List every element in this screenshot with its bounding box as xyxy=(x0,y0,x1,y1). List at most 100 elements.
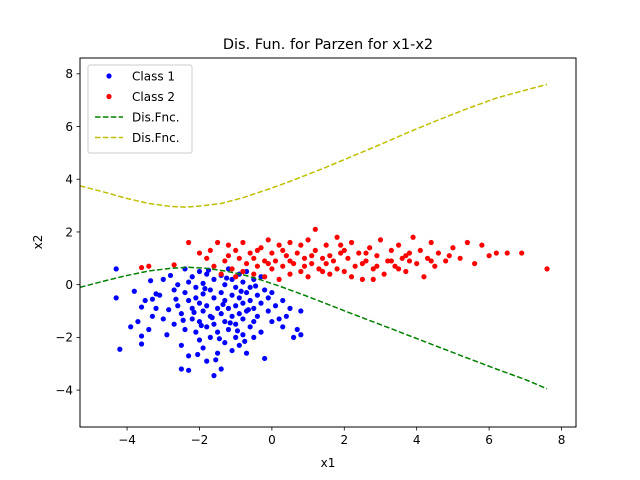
point xyxy=(269,289,275,296)
point xyxy=(222,258,228,264)
point xyxy=(396,266,402,272)
point xyxy=(186,297,192,304)
point xyxy=(191,309,197,315)
point xyxy=(269,250,275,256)
point xyxy=(149,313,156,319)
y-axis-ticks: −4 −2 0 2 4 6 8 xyxy=(55,67,80,397)
point xyxy=(229,266,235,272)
point xyxy=(345,255,351,261)
point xyxy=(242,338,248,344)
point xyxy=(178,366,184,372)
point xyxy=(146,263,152,269)
plot-area: −4 −2 0 2 4 6 8 −4 −2 0 2 4 6 8 xyxy=(55,57,577,447)
point xyxy=(312,226,318,232)
series-4-line xyxy=(80,83,548,208)
chart-marks xyxy=(80,83,550,390)
y-tick-label: 4 xyxy=(65,173,73,187)
legend-label: Class 2 xyxy=(132,90,175,104)
x-tick-label: 0 xyxy=(268,433,276,447)
legend-label: Dis.Fnc. xyxy=(132,131,180,145)
point xyxy=(298,242,304,248)
point xyxy=(234,328,241,334)
point xyxy=(443,258,449,264)
legend-entry: Dis.Fnc. xyxy=(95,110,180,124)
point xyxy=(171,321,177,327)
point xyxy=(138,304,145,310)
point xyxy=(225,242,232,248)
point xyxy=(189,274,195,280)
point xyxy=(377,237,384,243)
point xyxy=(240,316,246,322)
point xyxy=(247,297,253,304)
point xyxy=(178,311,184,317)
point xyxy=(173,296,179,302)
point xyxy=(180,317,186,323)
point xyxy=(193,284,199,290)
point xyxy=(363,258,369,264)
point xyxy=(287,305,293,311)
legend-marker xyxy=(106,73,112,79)
point xyxy=(117,346,123,352)
point xyxy=(214,305,221,311)
point xyxy=(218,366,224,372)
point xyxy=(175,282,181,288)
point xyxy=(245,307,251,313)
point xyxy=(247,324,253,330)
point xyxy=(209,315,215,321)
y-tick-label: 0 xyxy=(65,278,73,292)
point xyxy=(189,316,195,322)
point xyxy=(198,322,204,329)
point xyxy=(222,340,228,346)
x-axis-label: x1 xyxy=(321,456,336,470)
point xyxy=(334,234,340,240)
point xyxy=(254,263,260,269)
point xyxy=(424,255,431,261)
point xyxy=(544,266,550,272)
point xyxy=(410,234,416,240)
point xyxy=(323,260,329,267)
point xyxy=(262,355,268,362)
point xyxy=(218,311,224,317)
y-tick-label: 8 xyxy=(65,67,73,81)
series-2-points xyxy=(138,226,550,282)
point xyxy=(272,303,279,309)
point xyxy=(428,239,434,246)
point xyxy=(240,332,246,338)
point xyxy=(243,260,250,267)
point xyxy=(319,255,326,261)
point xyxy=(280,297,286,304)
point xyxy=(164,332,170,338)
point xyxy=(193,295,199,301)
point xyxy=(334,266,340,272)
point xyxy=(166,307,172,313)
point xyxy=(195,351,201,358)
point xyxy=(262,287,268,293)
point xyxy=(196,318,203,325)
point xyxy=(309,260,315,267)
point xyxy=(128,324,134,330)
point xyxy=(186,353,192,359)
point xyxy=(258,329,264,335)
point xyxy=(207,334,213,340)
point xyxy=(229,347,235,354)
point xyxy=(479,242,485,248)
point xyxy=(225,253,232,259)
point xyxy=(305,237,311,243)
point xyxy=(225,266,232,272)
point xyxy=(200,280,206,286)
point xyxy=(348,239,355,246)
point xyxy=(414,260,420,267)
point xyxy=(186,239,192,246)
point xyxy=(202,286,208,292)
point xyxy=(283,313,289,319)
point xyxy=(214,239,221,246)
series-1-points xyxy=(113,266,304,379)
point xyxy=(309,253,315,259)
y-tick-label: −4 xyxy=(55,383,73,397)
point xyxy=(258,300,264,306)
point xyxy=(229,292,235,298)
point xyxy=(225,305,232,311)
point xyxy=(356,250,362,256)
point xyxy=(359,260,365,267)
point xyxy=(298,268,304,275)
